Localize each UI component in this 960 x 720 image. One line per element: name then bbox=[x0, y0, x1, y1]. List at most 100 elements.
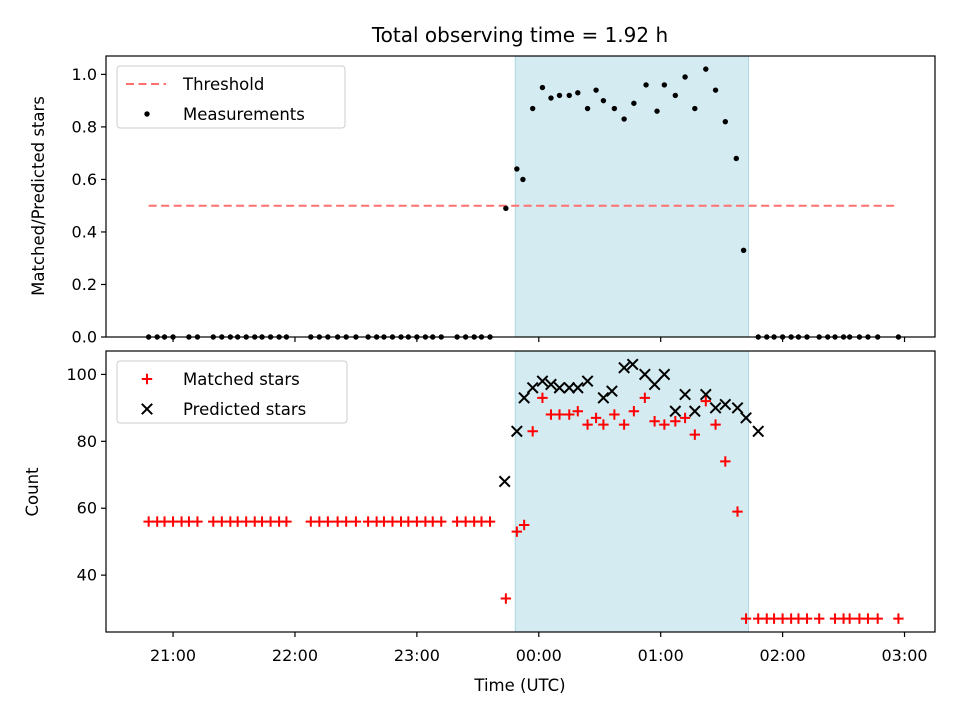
matched-stars-point bbox=[350, 516, 362, 527]
matched-stars-point bbox=[554, 409, 565, 420]
measurements-point bbox=[672, 92, 679, 99]
plot-frame bbox=[105, 350, 936, 633]
measurements-point bbox=[611, 105, 618, 112]
matched-stars-point bbox=[322, 516, 334, 527]
matched-stars-point bbox=[618, 419, 630, 430]
measurements-point bbox=[584, 105, 591, 112]
predicted-stars-point bbox=[638, 368, 651, 381]
plot-frame bbox=[105, 55, 936, 338]
matched-stars-point bbox=[537, 392, 548, 404]
y-tick-label: 1.0 bbox=[72, 65, 97, 84]
matched-stars-point bbox=[700, 395, 712, 407]
x-tick-label: 00:00 bbox=[516, 646, 562, 665]
predicted-stars-point bbox=[688, 405, 701, 418]
matched-stars-point bbox=[893, 613, 904, 624]
x-tick-label: 03:00 bbox=[881, 646, 927, 665]
x-axis-title: Time (UTC) bbox=[473, 676, 565, 695]
matched-stars-point bbox=[844, 613, 855, 624]
predicted-stars-point bbox=[563, 381, 576, 394]
matched-stars-point bbox=[872, 613, 883, 624]
predicted-stars-point bbox=[679, 388, 691, 401]
measurements-point bbox=[692, 105, 698, 112]
matched-stars-point bbox=[572, 406, 583, 417]
bottom-y-axis-title: Count bbox=[23, 467, 42, 517]
predicted-stars-point bbox=[571, 381, 584, 394]
y-tick-label: 0.8 bbox=[72, 117, 97, 136]
y-tick-label: 40 bbox=[77, 566, 97, 585]
predicted-stars-point bbox=[518, 391, 531, 404]
measurements-point bbox=[733, 155, 739, 162]
matched-stars-legend-label: Matched stars bbox=[183, 370, 300, 389]
predicted-stars-point bbox=[606, 385, 618, 398]
measurements-legend-label: Measurements bbox=[183, 105, 305, 124]
matched-stars-point bbox=[740, 613, 752, 624]
predicted-stars-point bbox=[553, 381, 566, 394]
y-tick-label: 100 bbox=[66, 365, 97, 384]
predicted-stars-point bbox=[731, 401, 744, 414]
measurements-point bbox=[600, 97, 607, 104]
bottom-panel: 40 60 80 100 21:00 22:00 23:00 00:00 01:00 02:00 0… bbox=[66, 350, 936, 665]
y-tick-label: 60 bbox=[77, 499, 97, 518]
y-tick-label: 0.0 bbox=[72, 328, 97, 347]
matched-stars-point bbox=[659, 419, 670, 430]
chart-title: Total observing time = 1.92 h bbox=[371, 23, 668, 47]
matched-stars-point bbox=[590, 412, 602, 424]
measurements-point bbox=[740, 247, 747, 254]
predicted-stars-point bbox=[618, 361, 631, 374]
y-tick-label: 80 bbox=[77, 432, 97, 451]
matched-stars-point bbox=[518, 519, 530, 531]
observing-window-span bbox=[514, 350, 749, 633]
measurements-point bbox=[503, 205, 509, 212]
predicted-stars-point bbox=[752, 425, 765, 438]
measurements-point bbox=[556, 92, 563, 99]
predicted-stars-legend-label: Predicted stars bbox=[183, 400, 306, 419]
legend-box bbox=[116, 65, 346, 129]
measurements-point bbox=[514, 166, 520, 172]
measurements-point bbox=[722, 118, 729, 125]
measurements-point bbox=[654, 108, 660, 114]
predicted-stars-point bbox=[626, 358, 639, 371]
measurements-point bbox=[621, 116, 627, 122]
matched-stars-point bbox=[511, 526, 523, 537]
predicted-stars-point bbox=[669, 405, 682, 418]
matched-stars-point bbox=[582, 419, 593, 430]
predicted-stars-point bbox=[740, 411, 752, 424]
predicted-stars-point bbox=[498, 475, 511, 488]
matched-stars-point bbox=[527, 426, 538, 437]
measurements-point bbox=[575, 90, 581, 96]
matched-stars-point bbox=[862, 613, 874, 624]
measurements-point bbox=[661, 82, 668, 88]
matched-stars-point bbox=[484, 516, 496, 527]
measurements-legend-swatch bbox=[144, 111, 150, 117]
measurements-point bbox=[593, 87, 599, 93]
measurements-point bbox=[566, 92, 572, 99]
matched-stars-point bbox=[649, 416, 660, 427]
measurements-point bbox=[643, 82, 649, 88]
matched-stars-point bbox=[281, 516, 292, 527]
legend-box bbox=[116, 360, 348, 424]
predicted-stars-point bbox=[658, 368, 671, 381]
predicted-stars-point bbox=[536, 375, 549, 388]
x-tick-label: 01:00 bbox=[638, 646, 684, 665]
measurements-point bbox=[520, 176, 526, 183]
predicted-stars-point bbox=[510, 425, 523, 438]
y-tick-label: 0.6 bbox=[72, 170, 97, 189]
matched-stars-point bbox=[436, 516, 447, 527]
measurements-point bbox=[703, 66, 709, 72]
matched-stars-point bbox=[689, 429, 701, 440]
matched-stars-point bbox=[720, 456, 731, 467]
threshold-legend-label: Threshold bbox=[182, 75, 264, 94]
predicted-stars-point bbox=[545, 378, 557, 391]
matched-stars-point bbox=[813, 613, 825, 624]
x-tick-label: 22:00 bbox=[272, 646, 318, 665]
matched-stars-point bbox=[710, 419, 721, 430]
measurements-point bbox=[548, 95, 554, 101]
measurements-point bbox=[539, 84, 546, 91]
matched-stars-point bbox=[628, 406, 640, 417]
matched-stars-point bbox=[679, 412, 691, 424]
top-y-axis-title: Matched/Predicted stars bbox=[29, 96, 48, 296]
x-tick-label: 21:00 bbox=[150, 646, 196, 665]
top-panel: 0.0 0.2 0.4 0.6 0.8 1.0 Threshold Measurements bbox=[72, 55, 936, 347]
predicted-stars-point bbox=[581, 375, 594, 388]
